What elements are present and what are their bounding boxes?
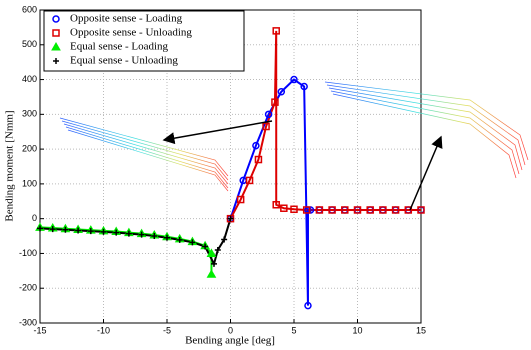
legend: Opposite sense - Loading Opposite sense -… [44, 11, 244, 71]
x-tick-label: -5 [163, 325, 171, 335]
y-tick-label: 100 [22, 178, 37, 188]
y-tick-label: -300 [19, 317, 37, 327]
y-tick-label: 200 [22, 143, 37, 153]
y-tick-label: 0 [32, 213, 37, 223]
y-tick-label: 600 [22, 4, 37, 14]
legend-label: Opposite sense - Loading [70, 13, 183, 25]
y-tick-label: -100 [19, 248, 37, 258]
y-axis-label: Bending moment [Nmm] [4, 110, 16, 221]
y-tick-label: 500 [22, 39, 37, 49]
y-tick-label: -200 [19, 283, 37, 293]
legend-label: Equal sense - Loading [70, 41, 169, 53]
x-axis-label: Bending angle [deg] [185, 335, 275, 347]
x-tick-label: -10 [97, 325, 110, 335]
x-tick-label: 10 [352, 325, 362, 335]
chart: -15-10-5051015-300-200-10001002003004005… [0, 0, 531, 350]
x-tick-label: 5 [291, 325, 296, 335]
legend-label: Opposite sense - Unloading [70, 27, 192, 39]
x-tick-label: 15 [416, 325, 426, 335]
y-tick-label: 400 [22, 74, 37, 84]
legend-label: Equal sense - Unloading [70, 55, 178, 67]
y-tick-label: 300 [22, 109, 37, 119]
